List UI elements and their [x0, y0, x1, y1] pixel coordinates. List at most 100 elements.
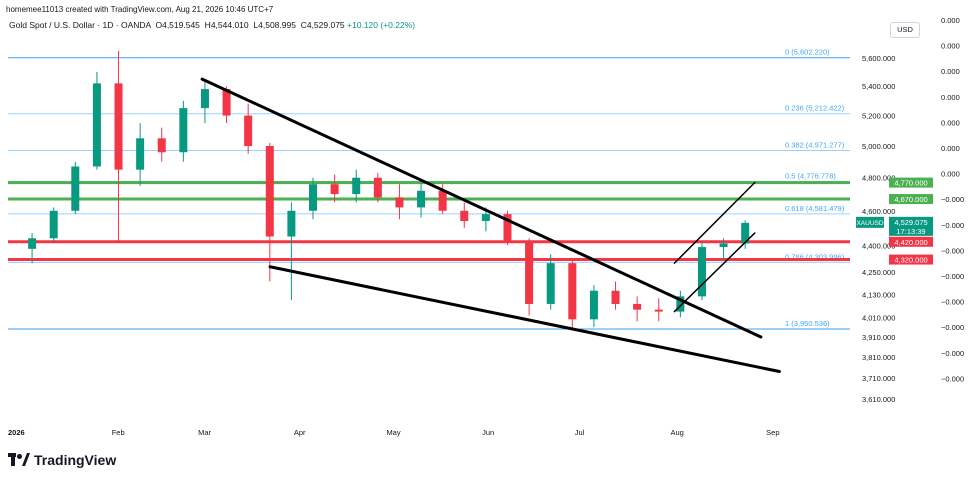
candle: [654, 298, 663, 322]
candle: [460, 202, 469, 228]
candle-body: [503, 214, 512, 242]
creator-line: homemee11013 created with TradingView.co…: [6, 5, 274, 14]
time-tick: Aug: [670, 428, 683, 437]
price-tick: 3,710.000: [862, 374, 895, 383]
candle-body: [611, 290, 620, 304]
candle: [179, 100, 188, 162]
candle: [719, 238, 728, 260]
candle-body: [676, 296, 685, 312]
candle-body: [200, 89, 209, 109]
candle-body: [525, 241, 534, 304]
time-tick: 2026: [8, 428, 25, 437]
tradingview-logo[interactable]: TradingView: [8, 452, 116, 468]
price-tick: 5,000.000: [862, 142, 895, 151]
last-price-bg: [889, 216, 933, 236]
time-tick: Sep: [766, 428, 779, 437]
candle: [222, 86, 231, 124]
open-value: 4,519.545: [162, 20, 200, 30]
wedge-lower-trendline: [268, 265, 781, 374]
candle: [330, 174, 339, 203]
right-tick: 0.000: [941, 16, 960, 25]
candle: [49, 207, 58, 242]
level-label-bg: [889, 236, 933, 247]
fib-label-0-382: 0.382 (4,971.277): [785, 140, 845, 149]
candle-body: [546, 263, 555, 304]
candle: [611, 281, 620, 310]
candle: [157, 127, 166, 162]
candle: [589, 285, 598, 328]
price-tick: 4,010.000: [862, 313, 895, 322]
symbol-description: Gold Spot / U.S. Dollar · 1D · OANDA: [9, 20, 151, 30]
candle: [633, 296, 642, 322]
candle: [71, 161, 80, 215]
candle-body: [157, 138, 166, 153]
candle: [200, 80, 209, 124]
candle-body: [28, 238, 37, 249]
candle: [265, 142, 274, 282]
candle-body: [136, 138, 145, 170]
candle-body: [395, 197, 404, 208]
candle-body: [71, 166, 80, 211]
candle-body: [438, 190, 447, 211]
candle: [287, 202, 296, 301]
candle: [697, 241, 706, 301]
wedge-upper-trendline: [200, 77, 763, 339]
last-price-value: 4,529.075: [894, 218, 927, 227]
right-tick: 0.000: [941, 144, 960, 153]
candle-body: [481, 214, 490, 221]
right-tick: −0.000: [941, 374, 964, 383]
candle-body: [741, 222, 750, 244]
candle-body: [222, 89, 231, 116]
high-value: 4,544.010: [210, 20, 249, 30]
candle-body: [309, 184, 318, 211]
price-tick: 4,600.000: [862, 207, 895, 216]
candle-body: [92, 83, 101, 167]
candle-body: [330, 184, 339, 195]
price-tick: 5,400.000: [862, 82, 895, 91]
level-label-text: 4,320.000: [894, 256, 927, 265]
fib-label-0-5: 0.5 (4,776.778): [785, 171, 836, 180]
fib-label-1: 1 (3,950.536): [785, 319, 830, 328]
currency-button[interactable]: USD: [890, 22, 920, 38]
trendlines: [200, 77, 781, 374]
level-label-text: 4,420.000: [894, 238, 927, 247]
level-label-4420: 4,420.000: [889, 236, 933, 247]
candle-body: [244, 115, 253, 147]
right-tick: 0.000: [941, 118, 960, 127]
level-label-4770: 4,770.000: [889, 177, 933, 188]
right-tick: 0.000: [941, 170, 960, 179]
fib-label-0-618: 0.618 (4,581.479): [785, 204, 845, 213]
right-tick: 0.000: [941, 67, 960, 76]
time-tick: Feb: [112, 428, 125, 437]
price-axis: 5,600.000 5,400.000 5,200.000 5,000.000 4,80…: [862, 54, 895, 404]
symbol-label-bg: [856, 216, 884, 228]
candle-body: [49, 210, 58, 239]
last-price-countdown: 17:13:39: [896, 227, 925, 236]
fib-label-0-236: 0.236 (5,212.422): [785, 104, 845, 113]
candle: [525, 238, 534, 316]
right-tick: −0.000: [941, 323, 964, 332]
price-tick: 4,250.000: [862, 268, 895, 277]
level-label-text: 4,670.000: [894, 195, 927, 204]
candle: [28, 233, 37, 264]
candle-body: [654, 309, 663, 312]
time-tick: Mar: [198, 428, 211, 437]
level-labels: 4,770.000 4,670.000 4,420.000 4,320.000 XAUU…: [856, 177, 933, 265]
candle: [568, 259, 577, 330]
price-tick: 5,600.000: [862, 54, 895, 63]
price-tick: 3,910.000: [862, 333, 895, 342]
candle: [395, 184, 404, 220]
price-tick: 4,800.000: [862, 174, 895, 183]
channel-upper-line: [673, 181, 756, 264]
low-value: 4,508.995: [258, 20, 296, 30]
right-tick: −0.000: [941, 246, 964, 255]
candle: [417, 182, 426, 218]
level-label-bg: [889, 177, 933, 188]
candle-body: [633, 303, 642, 310]
right-tick: −0.000: [941, 349, 964, 358]
level-label-text: 4,770.000: [894, 179, 927, 188]
candle: [546, 254, 555, 310]
level-label-bg: [889, 254, 933, 265]
candle: [92, 71, 101, 170]
